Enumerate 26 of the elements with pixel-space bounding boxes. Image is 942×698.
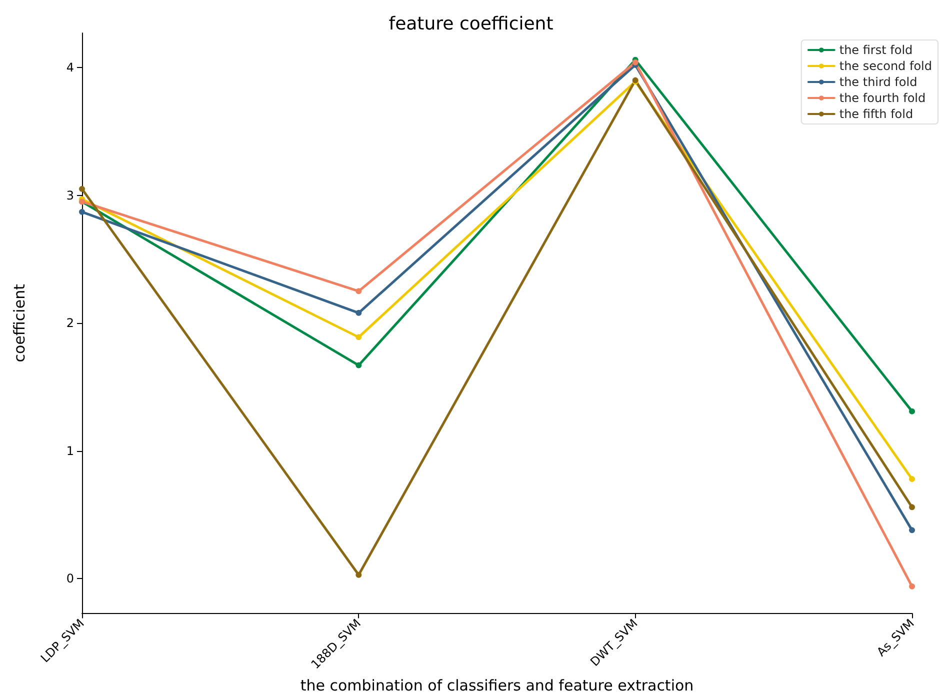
- y-axis-title: coefficient: [10, 284, 28, 362]
- point: [79, 208, 85, 215]
- point: [909, 504, 915, 510]
- x-axis-title: the combination of classifiers and feature extraction: [300, 676, 694, 694]
- point: [909, 527, 915, 534]
- y-tick-label: 3: [66, 188, 74, 202]
- point: [909, 583, 915, 590]
- point: [909, 408, 915, 414]
- legend-label: the third fold: [839, 75, 918, 89]
- legend-label: the second fold: [839, 59, 932, 73]
- point: [356, 310, 362, 316]
- y-tick-label: 0: [66, 572, 74, 586]
- legend-label: the fifth fold: [839, 107, 914, 121]
- legend-label: the fourth fold: [839, 91, 926, 105]
- y-tick-label: 2: [66, 316, 74, 330]
- point: [632, 59, 638, 66]
- y-tick-label: 4: [66, 60, 74, 75]
- point: [79, 186, 85, 192]
- point: [909, 476, 915, 482]
- chart-title: feature coefficient: [388, 14, 554, 34]
- point: [356, 334, 362, 340]
- point: [356, 572, 362, 578]
- legend-label: the first fold: [839, 43, 913, 57]
- point: [356, 362, 362, 368]
- y-tick-label: 1: [66, 444, 74, 458]
- point: [356, 288, 362, 294]
